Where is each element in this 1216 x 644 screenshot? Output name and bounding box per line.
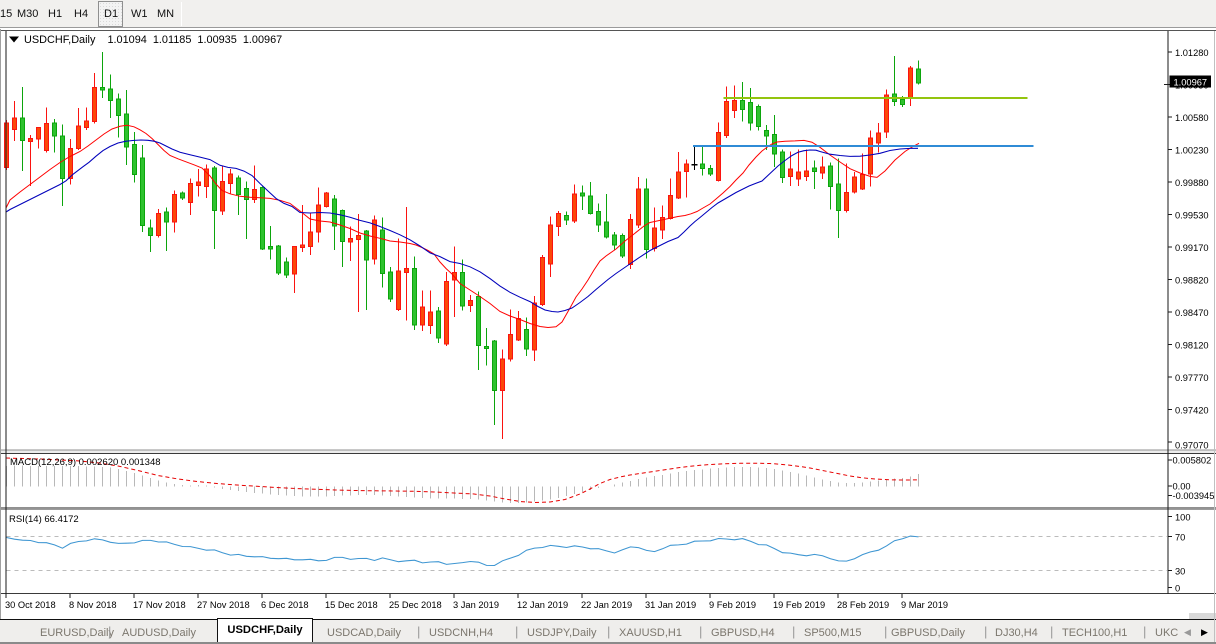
svg-text:30: 30 xyxy=(1175,567,1185,577)
svg-text:0.99170: 0.99170 xyxy=(1175,243,1209,253)
svg-text:0.005802: 0.005802 xyxy=(1173,456,1212,466)
svg-text:1.01280: 1.01280 xyxy=(1175,48,1209,58)
svg-text:0: 0 xyxy=(1175,584,1180,594)
svg-text:1.00580: 1.00580 xyxy=(1175,113,1209,123)
svg-text:15 Dec 2018: 15 Dec 2018 xyxy=(325,600,378,610)
svg-text:100: 100 xyxy=(1175,513,1191,523)
svg-text:8 Nov 2018: 8 Nov 2018 xyxy=(69,600,117,610)
svg-text:0.97420: 0.97420 xyxy=(1175,406,1209,416)
svg-text:19 Feb 2019: 19 Feb 2019 xyxy=(773,600,825,610)
svg-text:USDCHF,Daily 1.01094 1.01185: USDCHF,Daily 1.01094 1.01185 1.00935 1.0… xyxy=(24,34,282,46)
svg-text:0.99880: 0.99880 xyxy=(1175,178,1209,188)
svg-text:9 Mar 2019: 9 Mar 2019 xyxy=(901,600,948,610)
svg-text:12 Jan 2019: 12 Jan 2019 xyxy=(517,600,568,610)
svg-text:0.00: 0.00 xyxy=(1173,482,1191,492)
svg-text:9 Feb 2019: 9 Feb 2019 xyxy=(709,600,756,610)
svg-text:0.99530: 0.99530 xyxy=(1175,211,1209,221)
svg-text:0.98820: 0.98820 xyxy=(1175,276,1209,286)
svg-text:3 Jan 2019: 3 Jan 2019 xyxy=(453,600,499,610)
svg-text:31 Jan 2019: 31 Jan 2019 xyxy=(645,600,696,610)
svg-text:22 Jan 2019: 22 Jan 2019 xyxy=(581,600,632,610)
svg-text:70: 70 xyxy=(1175,533,1185,543)
svg-text:0.97770: 0.97770 xyxy=(1175,373,1209,383)
svg-text:MACD(12,26,9) 0.002620 0.00134: MACD(12,26,9) 0.002620 0.001348 xyxy=(10,457,161,468)
svg-text:27 Nov 2018: 27 Nov 2018 xyxy=(197,600,250,610)
svg-text:-0.003945: -0.003945 xyxy=(1173,491,1215,501)
svg-text:6 Dec 2018: 6 Dec 2018 xyxy=(261,600,309,610)
svg-text:0.97070: 0.97070 xyxy=(1175,441,1209,451)
svg-text:25 Dec 2018: 25 Dec 2018 xyxy=(389,600,442,610)
svg-text:0.98120: 0.98120 xyxy=(1175,341,1209,351)
svg-text:30 Oct 2018: 30 Oct 2018 xyxy=(5,600,56,610)
svg-text:17 Nov 2018: 17 Nov 2018 xyxy=(133,600,186,610)
svg-text:1.00230: 1.00230 xyxy=(1175,146,1209,156)
svg-text:RSI(14) 66.4172: RSI(14) 66.4172 xyxy=(9,514,79,525)
svg-text:28 Feb 2019: 28 Feb 2019 xyxy=(837,600,889,610)
svg-text:1.00967: 1.00967 xyxy=(1174,78,1208,88)
svg-text:0.98470: 0.98470 xyxy=(1175,308,1209,318)
